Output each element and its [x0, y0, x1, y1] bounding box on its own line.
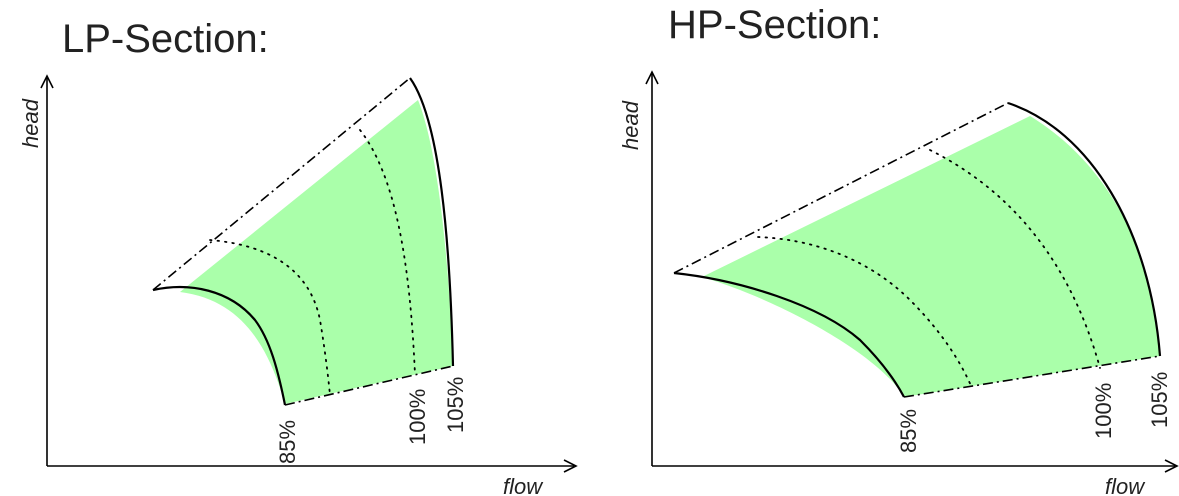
hp-operating-region	[702, 116, 1160, 397]
hp-lower-limit-line	[903, 355, 1161, 398]
lp-surge-line	[152, 77, 411, 291]
hp-y-axis-label: head	[618, 100, 643, 150]
lp-85-speed-line	[209, 239, 331, 396]
lp-100-label: 100%	[405, 389, 430, 445]
lp-105-speed-curve	[409, 77, 455, 367]
hp-surge-line	[673, 102, 1009, 274]
lp-y-axis-arrow	[40, 74, 54, 89]
hp-x-axis-label: flow	[1105, 474, 1146, 496]
hp-100-speed-line	[929, 149, 1101, 369]
lp-x-axis-arrow	[563, 459, 578, 473]
hp-105-speed-curve	[1007, 101, 1162, 357]
lp-105-label: 105%	[443, 377, 468, 433]
hp-x-axis-arrow	[1164, 459, 1179, 473]
lp-x-axis-label: flow	[503, 474, 544, 496]
lp-section-title: LP-Section:	[62, 17, 269, 61]
lp-lower-limit-line	[284, 365, 454, 406]
hp-section-diagram: HP-Section: head flow 85% 100% 105%	[618, 3, 1179, 496]
lp-section-diagram: LP-Section: head flow 85% 100% 105%	[18, 17, 578, 496]
lp-85-label: 85%	[275, 420, 300, 464]
lp-100-speed-line	[359, 129, 416, 376]
hp-y-axis-arrow	[645, 70, 659, 85]
lp-y-axis-label: head	[18, 98, 43, 148]
hp-85-label: 85%	[896, 409, 921, 453]
lp-operating-region	[180, 100, 453, 404]
hp-min-boundary-curve	[673, 271, 905, 398]
lp-min-boundary-curve	[152, 286, 287, 406]
hp-85-speed-line	[757, 236, 973, 389]
hp-section-title: HP-Section:	[668, 3, 881, 47]
hp-100-label: 100%	[1091, 383, 1116, 439]
hp-105-label: 105%	[1147, 372, 1172, 428]
